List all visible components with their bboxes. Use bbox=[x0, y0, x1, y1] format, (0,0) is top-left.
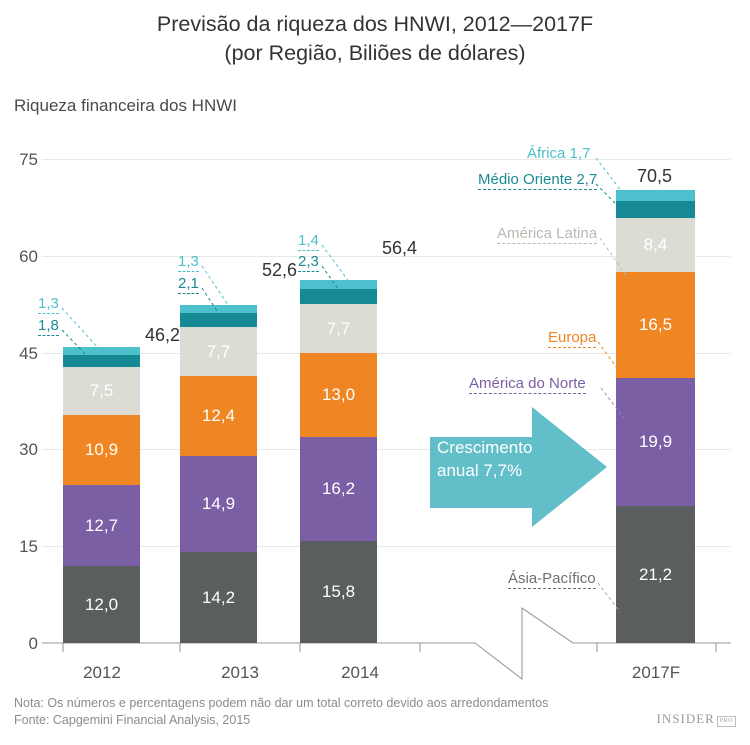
segment-value: 12,0 bbox=[84, 594, 119, 614]
segment-value: 7,7 bbox=[326, 318, 351, 338]
bar-group-2012[interactable]: 12,0 12,7 10,9 7,5 bbox=[63, 0, 140, 700]
logo-pro-badge: PRO bbox=[716, 716, 736, 727]
segment-value: 8,4 bbox=[643, 235, 668, 254]
insider-pro-logo: INSIDER PRO bbox=[657, 711, 736, 727]
callout-medio-oriente-2012: 1,8 bbox=[38, 317, 59, 336]
ytick-label-15: 15 bbox=[19, 537, 38, 556]
callout-africa-2012: 1,3 bbox=[38, 295, 59, 314]
callout-africa-2013: 1,3 bbox=[178, 253, 199, 272]
segment-america-do-norte-2017f[interactable]: 19,9 bbox=[616, 378, 695, 506]
segment-value: 19,9 bbox=[638, 432, 673, 451]
bar-group-2013[interactable]: 14,2 14,9 12,4 7,7 bbox=[180, 0, 257, 700]
ytick-label-30: 30 bbox=[19, 440, 38, 459]
gridline-75 bbox=[42, 159, 730, 160]
segment-europa-2012[interactable]: 10,9 bbox=[63, 415, 140, 485]
chart-subtitle: Riqueza financeira dos HNWI bbox=[14, 96, 237, 115]
footer-source: Fonte: Capgemini Financial Analysis, 201… bbox=[14, 713, 251, 727]
xtick-label-2017f: 2017F bbox=[631, 663, 681, 682]
callout-medio-oriente-2014: 2,3 bbox=[298, 253, 319, 272]
arrow-shape bbox=[430, 407, 607, 527]
callout-america-do-norte-2017f: América do Norte bbox=[469, 375, 586, 394]
segment-value: 16,5 bbox=[638, 315, 673, 334]
segment-america-do-norte-2013[interactable]: 14,9 bbox=[180, 456, 257, 552]
segment-asia-pacifico-2012[interactable]: 12,0 bbox=[63, 566, 140, 643]
segment-value: 10,9 bbox=[84, 440, 119, 459]
gridline-45 bbox=[42, 353, 730, 354]
segment-value: 21,2 bbox=[638, 564, 673, 584]
bar-total-2017f: 70,5 bbox=[637, 166, 673, 186]
gridline-60 bbox=[42, 256, 730, 257]
segment-america-do-norte-2012[interactable]: 12,7 bbox=[63, 485, 140, 566]
growth-arrow-line-2: anual 7,7% bbox=[437, 461, 523, 480]
segment-africa-2017f[interactable] bbox=[616, 190, 695, 201]
growth-arrow-label: Crescimento anual 7,7% bbox=[437, 436, 557, 482]
segment-value: 15,8 bbox=[321, 582, 356, 601]
callout-africa-2017f: África 1,7 bbox=[527, 145, 591, 162]
callout-asia-pacifico-2017f: Ásia-Pacífico bbox=[508, 570, 596, 589]
ytick-label-75: 75 bbox=[19, 150, 38, 169]
segment-medio-oriente-2013[interactable] bbox=[180, 313, 257, 327]
segment-value: 16,2 bbox=[321, 479, 356, 498]
ytick-label-0: 0 bbox=[28, 634, 38, 653]
segment-value: 13,0 bbox=[321, 385, 356, 404]
callout-medio-oriente-2013: 2,1 bbox=[178, 275, 199, 294]
bar-total-2012: 46,2 bbox=[145, 325, 181, 345]
segment-america-latina-2012[interactable]: 7,5 bbox=[63, 367, 140, 415]
bar-total-2013: 52,6 bbox=[262, 260, 298, 280]
gridline-15 bbox=[42, 546, 730, 547]
segment-europa-2013[interactable]: 12,4 bbox=[180, 376, 257, 456]
segment-asia-pacifico-2017f[interactable]: 21,2 bbox=[616, 506, 695, 643]
segment-medio-oriente-2017f[interactable] bbox=[616, 201, 695, 218]
title-line-2: (por Região, Biliões de dólares) bbox=[224, 41, 526, 65]
title-line-1: Previsão da riqueza dos HNWI, 2012—2017F bbox=[156, 12, 594, 36]
callout-europa-2017f: Europa bbox=[548, 329, 597, 348]
ytick-label-45: 45 bbox=[19, 344, 38, 363]
segment-medio-oriente-2014[interactable] bbox=[300, 289, 377, 304]
plot-area: 75 60 45 30 15 0 12,0 12,7 10,9 bbox=[19, 0, 731, 700]
logo-wordmark: INSIDER bbox=[656, 711, 715, 726]
leader-lines bbox=[61, 157, 629, 613]
xtick-label-2014: 2014 bbox=[341, 663, 379, 682]
x-axis-with-break bbox=[42, 606, 731, 681]
gridline-30 bbox=[42, 449, 730, 450]
segment-america-latina-2013[interactable]: 7,7 bbox=[180, 327, 257, 376]
segment-africa-2013[interactable] bbox=[180, 305, 257, 313]
xtick-label-2012: 2012 bbox=[83, 663, 121, 682]
segment-asia-pacifico-2014[interactable]: 15,8 bbox=[300, 541, 377, 643]
callout-america-latina-2017f: América Latina bbox=[497, 225, 598, 244]
bar-total-2014: 56,4 bbox=[382, 238, 418, 258]
growth-arrow-line-1: Crescimento bbox=[437, 438, 533, 457]
segment-value: 12,4 bbox=[201, 406, 236, 425]
bar-group-2017f[interactable]: 21,2 19,9 16,5 8,4 bbox=[616, 0, 695, 700]
segment-medio-oriente-2012[interactable] bbox=[63, 355, 140, 367]
callout-africa-2014: 1,4 bbox=[298, 232, 319, 251]
segment-value: 12,7 bbox=[84, 515, 119, 535]
callout-medio-oriente-2017f: Médio Oriente 2,7 bbox=[478, 171, 598, 190]
segment-value: 14,2 bbox=[201, 587, 236, 607]
footer-notes: Nota: Os números e percentagens podem nã… bbox=[14, 695, 548, 729]
segment-africa-2012[interactable] bbox=[63, 347, 140, 355]
bar-group-2014[interactable]: 15,8 16,2 13,0 7,7 bbox=[300, 0, 377, 700]
segment-europa-2017f[interactable]: 16,5 bbox=[616, 272, 695, 378]
footer-note: Nota: Os números e percentagens podem nã… bbox=[14, 696, 549, 710]
ytick-label-60: 60 bbox=[19, 247, 38, 266]
segment-america-do-norte-2014[interactable]: 16,2 bbox=[300, 437, 377, 541]
segment-america-latina-2017f[interactable]: 8,4 bbox=[616, 218, 695, 272]
segment-value: 14,9 bbox=[201, 494, 236, 513]
segment-america-latina-2014[interactable]: 7,7 bbox=[300, 304, 377, 353]
segment-africa-2014[interactable] bbox=[300, 280, 377, 289]
segment-europa-2014[interactable]: 13,0 bbox=[300, 353, 377, 437]
segment-value: 7,5 bbox=[89, 381, 114, 400]
page-title: Previsão da riqueza dos HNWI, 2012—2017F… bbox=[0, 10, 750, 68]
segment-asia-pacifico-2013[interactable]: 14,2 bbox=[180, 552, 257, 643]
segment-value: 7,7 bbox=[206, 341, 231, 361]
xtick-label-2013: 2013 bbox=[221, 663, 259, 682]
growth-arrow: Crescimento anual 7,7% bbox=[415, 400, 615, 535]
